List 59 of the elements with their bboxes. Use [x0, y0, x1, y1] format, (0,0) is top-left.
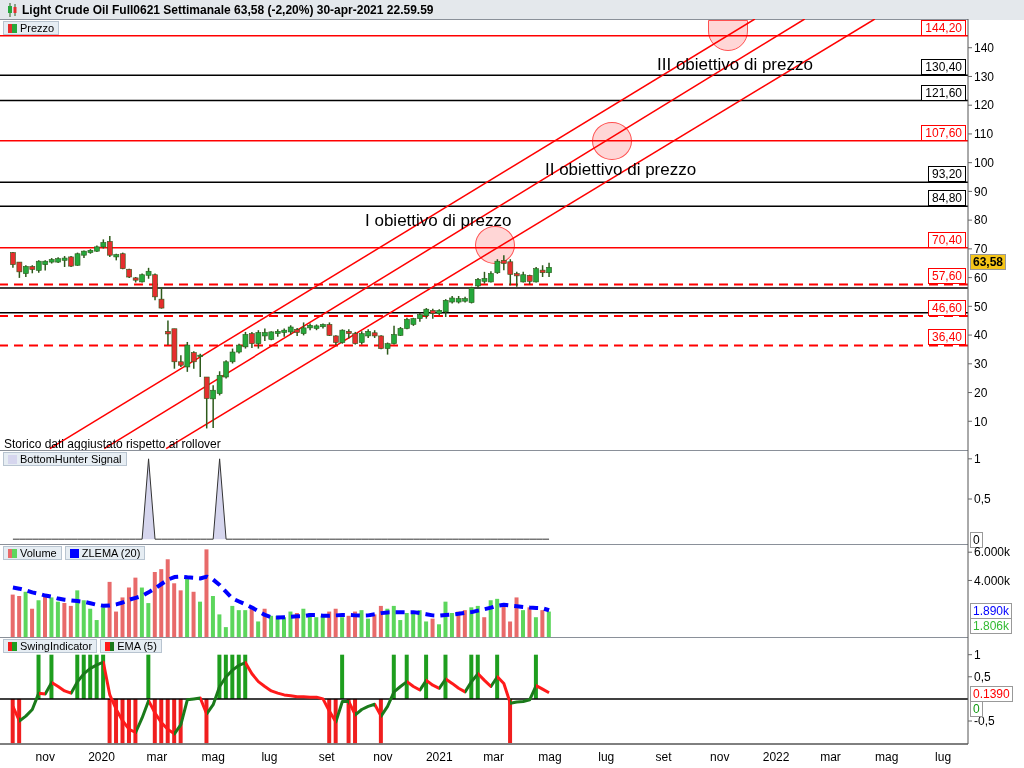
y-tick-label: 120 [974, 98, 995, 113]
legend-label: Prezzo [20, 22, 55, 34]
legend-label: EMA (5) [117, 640, 157, 652]
y-tick-label: 100 [974, 155, 995, 170]
y-tick-label: 4.000k [974, 573, 1012, 588]
ref-line-label: 121,60 [921, 84, 966, 101]
ref-line-label: 70,40 [927, 231, 966, 248]
ref-line-label: 36,40 [927, 329, 966, 346]
y-tick-label: 30 [974, 357, 988, 372]
y-tick-label: 60 [974, 270, 988, 285]
x-tick-label: mag [875, 749, 899, 764]
ref-line-label: 46,60 [927, 300, 966, 317]
y-tick-label: 80 [974, 213, 988, 228]
text: 1.806k [970, 618, 1013, 635]
legend-label: BottomHunter Signal [20, 453, 122, 465]
y-tick-label: 20 [974, 385, 988, 400]
x-tick-label: lug [935, 749, 952, 764]
text: 0 [970, 700, 983, 717]
y-tick-label: 130 [974, 69, 995, 84]
y-tick-label: 50 [974, 299, 988, 314]
legend-label: ZLEMA (20) [81, 547, 141, 559]
ref-line-label: 93,20 [927, 166, 966, 183]
y-tick-label: 110 [974, 127, 994, 142]
y-tick-label: 90 [974, 184, 988, 199]
y-tick-label: 140 [974, 40, 995, 55]
x-tick-label: 2022 [762, 749, 790, 764]
x-tick-label: set [655, 749, 673, 764]
y-tick-label: 1 [974, 452, 981, 467]
x-tick-label: mar [146, 749, 168, 764]
annotation: 0.1390 [970, 685, 1013, 702]
ref-line-label: 57,60 [927, 268, 966, 285]
annotation: 1.890k [970, 603, 1013, 620]
chart-title: Light Crude Oil Full0621 Settimanale 63,58 (-2,20%) 30-apr-2021 22.59.59 [22, 2, 434, 19]
ref-line-label: 130,40 [921, 59, 966, 76]
annotation: II obiettivo di prezzo [545, 160, 697, 180]
x-tick-label: mag [201, 749, 225, 764]
y-tick-label: 1 [974, 647, 981, 662]
x-tick-label: nov [373, 749, 393, 764]
x-tick-label: mar [820, 749, 841, 764]
legend-label: SwingIndicator [20, 640, 93, 652]
ref-line-label: 144,20 [921, 19, 966, 36]
y-tick-label: 0,5 [974, 670, 992, 685]
ref-line-label: 84,80 [927, 190, 966, 207]
x-tick-label: 2020 [88, 749, 116, 764]
legend-label: Volume [20, 547, 57, 559]
y-tick-label: 40 [974, 328, 988, 343]
ref-line-label: 107,60 [921, 124, 966, 141]
text: 63,58 [970, 254, 1007, 270]
x-tick-label: 2021 [425, 749, 453, 764]
x-tick-label: nov [710, 749, 730, 764]
x-tick-label: nov [35, 749, 55, 764]
y-tick-label: 0,5 [974, 492, 992, 507]
y-tick-label: 70 [974, 242, 988, 257]
x-tick-label: set [318, 749, 336, 764]
x-tick-label: lug [261, 749, 278, 764]
y-tick-label: 10 [974, 414, 988, 429]
x-tick-label: mag [538, 749, 562, 764]
x-tick-label: lug [598, 749, 615, 764]
x-tick-label: mar [483, 749, 505, 764]
